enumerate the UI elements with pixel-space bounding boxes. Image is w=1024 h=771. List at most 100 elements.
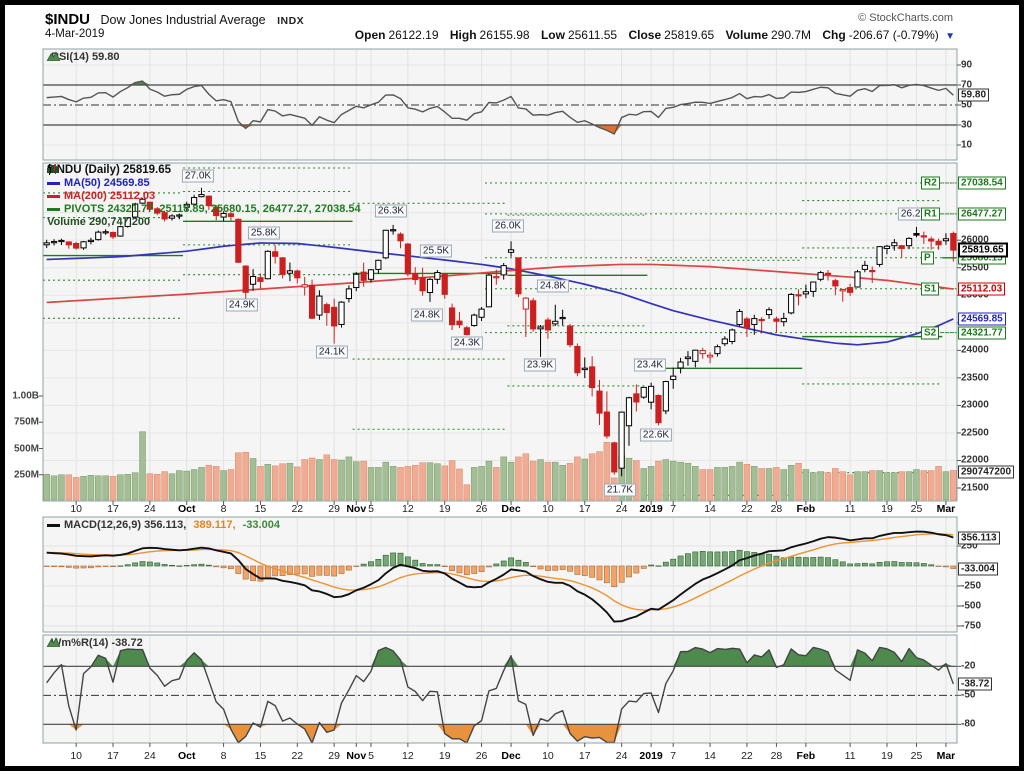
x-axis-tick-label: 2019: [639, 503, 663, 515]
wpr-legend: Wm%R(14) -38.72: [47, 637, 143, 649]
chart-labels-layer: $INDU Dow Jones Industrial Average INDX …: [5, 5, 1019, 766]
price-annotation: 24.1K: [315, 345, 349, 359]
low-label: Low: [540, 28, 565, 42]
x-axis-tick-label: 24: [615, 503, 628, 515]
volume-axis-label: 750M: [13, 416, 39, 428]
rsi-axis-label: 50: [961, 99, 973, 111]
macd-axis-label: -250: [961, 580, 982, 592]
pivot-level-tag: R1: [921, 207, 940, 221]
x-axis-tick-label: 28: [770, 750, 783, 762]
volume-axis-label: 1.00B: [12, 390, 39, 402]
chart-header: $INDU Dow Jones Industrial Average INDX …: [45, 11, 953, 28]
ohlc-quote: Open 26122.19 High 26155.98 Low 25611.55 Cl…: [347, 28, 955, 42]
x-axis-tick-label: 22: [741, 503, 753, 515]
x-axis-tick-label: 14: [704, 503, 716, 515]
high-value: 26155.98: [479, 28, 530, 42]
x-axis-tick-label: 19: [881, 750, 893, 762]
x-axis-tick-label: Mar: [936, 503, 956, 515]
x-axis-tick-label: 25: [910, 750, 923, 762]
x-axis-tick-label: 10: [542, 750, 554, 762]
open-label: Open: [354, 28, 386, 42]
x-axis-tick-label: 22: [291, 503, 304, 515]
x-axis-tick-label: 10: [70, 750, 82, 762]
high-label: High: [449, 28, 477, 42]
volume-legend-label: Volume 290,747,200: [47, 216, 151, 228]
x-axis-tick-label: 8: [220, 750, 227, 762]
price-callout: 24569.85: [958, 312, 1006, 326]
x-axis-tick-label: Dec: [501, 750, 521, 762]
price-annotation: 23.4K: [633, 358, 667, 372]
macd-callout: -33.004: [958, 562, 998, 576]
quote-row: 4-Mar-2019 Open 26122.19 High 26155.98 Low…: [45, 28, 955, 42]
price-callout: 24321.77: [958, 326, 1006, 340]
x-axis-tick-label: 5: [368, 750, 374, 762]
x-axis-tick-label: 15: [254, 750, 267, 762]
macd-hist-value: -33.004: [242, 519, 280, 531]
symbol-legend-row: $INDU (Daily) 25819.65: [47, 164, 361, 177]
price-annotation: 24.3K: [450, 336, 484, 350]
rsi-callout: 59.80: [958, 88, 990, 102]
low-value: 25611.55: [567, 28, 618, 42]
price-callout: 25819.65: [958, 242, 1008, 258]
pivots-legend-label: PIVOTS 24321.77, 25118.89, 25680.15, 264…: [64, 203, 361, 215]
price-axis-label: 23500: [961, 372, 989, 384]
pivots-legend-row: PIVOTS 24321.77, 25118.89, 25680.15, 264…: [47, 203, 361, 216]
x-axis-tick-label: 19: [438, 750, 451, 762]
x-axis-tick-label: 22: [741, 750, 753, 762]
price-annotation: 24.8K: [410, 308, 444, 322]
chg-dropdown-icon[interactable]: ▼: [945, 31, 955, 42]
macd-legend-label: MACD(12,26,9) 356.113,: [64, 519, 187, 531]
x-axis-tick-label: 7: [670, 503, 677, 515]
x-axis-tick-label: 22: [291, 750, 304, 762]
x-axis-tick-label: Dec: [501, 503, 521, 515]
x-axis-tick-label: 5: [368, 503, 374, 515]
x-axis-tick-label: 14: [704, 750, 716, 762]
price-axis-label: 22000: [961, 454, 989, 466]
pivot-level-tag: R2: [921, 176, 940, 190]
close-value: 25819.65: [664, 28, 715, 42]
pivot-level-tag: S2: [921, 326, 940, 340]
volume-label: Volume: [725, 28, 768, 42]
price-axis-label: 22500: [961, 427, 989, 439]
x-axis-tick-label: 28: [770, 503, 783, 515]
x-axis-tick-label: 7: [670, 750, 677, 762]
x-axis-tick-label: 17: [578, 503, 591, 515]
rsi-legend: RSI(14) 59.80: [47, 51, 119, 63]
volume-axis-label: 250M: [13, 469, 39, 481]
macd-axis-label: 250: [961, 540, 978, 552]
x-axis-tick-label: 15: [254, 503, 267, 515]
price-axis-label: 23000: [961, 399, 989, 411]
price-axis-label: 21500: [961, 482, 989, 494]
x-axis-tick-label: Nov: [346, 750, 367, 762]
price-annotation: 23.9K: [523, 358, 557, 372]
chg-label: Chg: [822, 28, 846, 42]
x-axis-tick-label: Mar: [936, 750, 956, 762]
ma200-legend-label: MA(200) 25112.03: [64, 190, 156, 202]
x-axis-tick-label: 10: [542, 503, 554, 515]
symbol-legend-label: $INDU (Daily) 25819.65: [47, 164, 172, 176]
x-axis-tick-label: 17: [107, 503, 119, 515]
price-annotation: 25.8K: [247, 226, 281, 240]
x-axis-tick-label: 19: [438, 503, 451, 515]
price-annotation: 22.6K: [639, 428, 673, 442]
price-axis-label: 25500: [961, 262, 989, 274]
x-axis-tick-label: 2019: [639, 750, 663, 762]
price-axis-label: 26000: [961, 234, 989, 246]
chart-area: $INDU Dow Jones Industrial Average INDX …: [5, 5, 1019, 766]
rsi-axis-label: 70: [961, 79, 973, 91]
ma50-line-icon: [47, 181, 60, 185]
ma200-line-icon: [47, 194, 60, 198]
x-axis-tick-label: 25: [910, 503, 923, 515]
x-axis-tick-label: 17: [578, 750, 591, 762]
exchange-label: INDX: [277, 15, 305, 27]
price-annotation: 26.3K: [374, 204, 408, 218]
price-annotation: 24.9K: [225, 298, 259, 312]
chart-canvas: [39, 48, 961, 747]
x-axis-tick-label: 24: [144, 750, 156, 762]
x-axis-tick-label: 11: [844, 503, 856, 515]
x-axis-tick-label: 24: [144, 503, 156, 515]
price-annotation: 26.0K: [491, 219, 525, 233]
ma50-legend-label: MA(50) 24569.85: [64, 177, 150, 189]
x-axis-tick-label: 26: [475, 750, 488, 762]
price-callout: 27038.54: [958, 176, 1006, 190]
